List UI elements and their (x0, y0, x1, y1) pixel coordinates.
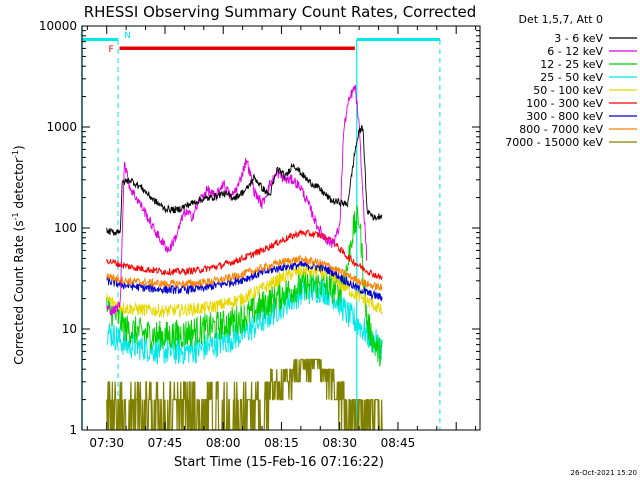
night-bar-2 (356, 38, 440, 41)
series-line-1 (106, 125, 383, 236)
legend-label: 800 - 7000 keV (519, 123, 603, 136)
y-axis-label-mid: detector (12, 158, 26, 213)
series-line-5 (106, 264, 383, 319)
x-axis-label: Start Time (15-Feb-16 07:16:22) (174, 455, 384, 470)
y-axis-label-sup1: -1 (11, 212, 20, 220)
x-tick-label: 08:30 (322, 436, 357, 450)
series-line-4 (106, 278, 383, 366)
legend-label: 25 - 50 keV (540, 71, 603, 84)
y-axis-label-main: Corrected Count Rate (s (12, 220, 26, 364)
x-tick-label: 08:00 (206, 436, 241, 450)
x-tick-label: 07:30 (89, 436, 124, 450)
y-tick-label: 1 (69, 423, 77, 437)
legend-label: 100 - 300 keV (526, 97, 603, 110)
x-tick-label: 08:45 (381, 436, 416, 450)
legend-label: 6 - 12 keV (547, 45, 603, 58)
flare-bar (119, 46, 355, 50)
night-bar-1 (82, 38, 118, 41)
night-label: N (124, 31, 131, 41)
series-line-7 (106, 260, 383, 302)
legend-label: 12 - 25 keV (540, 58, 603, 71)
x-tick-label: 07:45 (148, 436, 183, 450)
legend-label: 7000 - 15000 keV (505, 136, 603, 149)
legend-label: 300 - 800 keV (526, 110, 603, 123)
series-line-8 (106, 254, 383, 291)
y-tick-label: 10000 (39, 19, 77, 33)
legend-header: Det 1,5,7, Att 0 (519, 13, 603, 26)
legend-label: 3 - 6 keV (554, 32, 603, 45)
timestamp: 26-Oct-2021 15:20 (571, 469, 637, 477)
svg-text:Corrected Count Rate (s-1 dete: Corrected Count Rate (s-1 detector-1) (11, 145, 26, 364)
chart-title: RHESSI Observing Summary Count Rates, Co… (84, 3, 477, 21)
legend-label: 50 - 100 keV (533, 84, 603, 97)
series-line-2 (106, 85, 368, 317)
y-tick-label: 10 (62, 322, 77, 336)
flare-label: F (109, 45, 114, 55)
y-tick-label: 100 (54, 221, 77, 235)
x-tick-label: 08:15 (264, 436, 299, 450)
y-axis-label-end: ) (12, 145, 26, 150)
y-axis-label-sup2: -1 (11, 150, 20, 158)
y-axis-label: Corrected Count Rate (s-1 detector-1) (11, 145, 26, 364)
y-tick-label: 1000 (46, 120, 77, 134)
series-line-6 (106, 229, 383, 281)
axes: 07:30 07:45 08:00 08:15 08:30 08:45 1 10 100 1000… (39, 19, 481, 450)
